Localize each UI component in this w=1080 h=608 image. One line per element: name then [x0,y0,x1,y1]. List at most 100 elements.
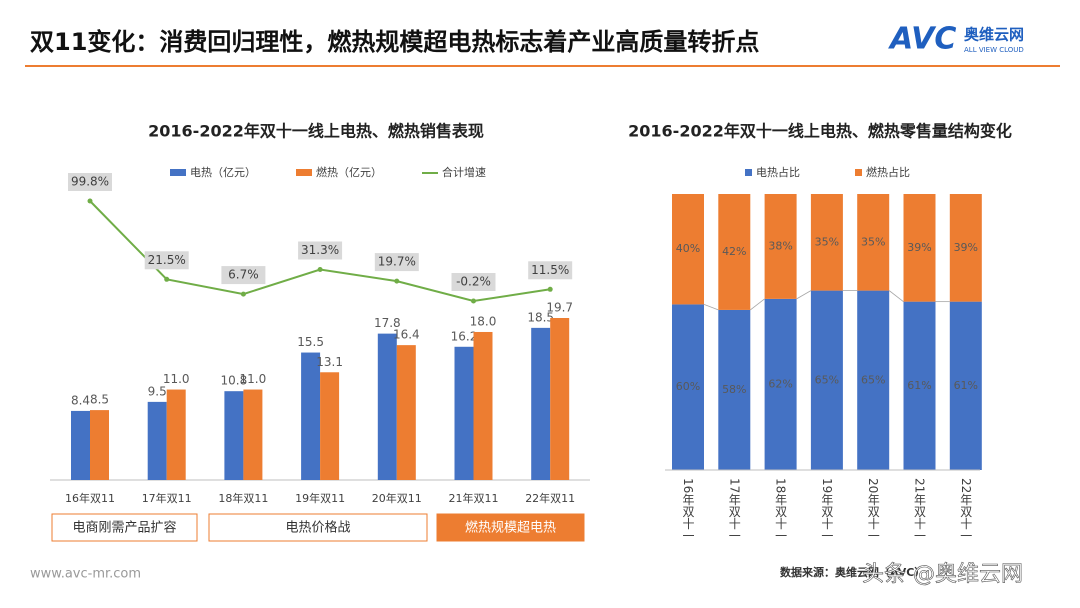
phase-label: 电商刚需产品扩容 [72,520,176,536]
series-connector [796,290,812,300]
watermark: 头条 @奥维云网 [862,562,1023,587]
line-point [164,276,170,282]
data-label: 19.7 [546,301,573,315]
data-label: 15.5 [297,335,324,349]
data-label: 16.4 [393,328,420,342]
label-box [374,253,419,272]
legend-label: 电热（亿元） [190,166,256,179]
data-label: 65% [861,373,885,386]
bar-segment [903,301,936,470]
data-label: 11.0 [240,372,267,386]
line-point [471,298,476,304]
website: www.avc-mr.com [30,567,141,582]
chart-title: 2016-2022年双十一线上电热、燃热销售表现 [148,122,484,141]
legend-swatch [170,169,186,176]
bar [147,401,167,480]
phase-box [208,513,428,542]
bar [396,345,416,480]
data-label: 21.5% [148,253,186,267]
data-label: 8.5 [90,393,109,407]
bar-segment [949,194,982,302]
line-point [317,267,323,272]
bar [224,391,244,480]
x-tick-label: 19年双十一 [820,478,834,541]
data-label: 99.8% [71,175,109,189]
bar-segment [810,194,843,291]
bar [166,389,186,480]
slide-title: 双11变化：消费回归理性，燃热规模超电热标志着产业高质量转折点 [30,28,759,56]
data-label: 19.7% [378,255,416,269]
data-label: 61% [907,379,931,392]
label-box [451,273,496,291]
label-box [221,266,266,285]
data-label: 17.8 [374,316,401,330]
data-label: 9.5 [148,384,167,398]
bar [90,410,109,480]
label-box [298,241,343,260]
line-point [394,278,400,284]
data-label: 18.0 [470,314,497,328]
bar-segment [672,304,704,470]
phase-label: 电热价格战 [285,520,350,536]
bar [71,410,90,480]
x-tick-label: 22年双11 [525,491,575,505]
x-tick-label: 17年双11 [142,491,192,505]
bar [550,318,570,480]
brand: 奥维云网 [964,26,1024,44]
data-label: 13.1 [316,355,343,369]
data-label: 61% [954,379,978,392]
data-label: 62% [768,377,792,390]
data-label: 11.5% [531,263,569,277]
legend-swatch [745,169,752,176]
data-label: 35% [815,235,839,248]
bar-segment [718,194,751,310]
line-point [87,198,93,204]
series-connector [750,298,765,311]
data-label: 38% [768,239,792,252]
bar-segment [764,298,797,470]
bar [531,327,551,480]
x-tick-label: 21年双11 [449,491,499,505]
bar-segment [718,309,751,470]
x-tick-label: 21年双十一 [913,478,927,541]
bar [377,333,397,480]
data-label: 10.8 [221,374,248,388]
data-label: 8.4 [71,393,90,407]
data-label: 6.7% [228,268,259,282]
phase-box [51,513,198,542]
data-label: 65% [815,373,839,386]
series-connector [703,304,719,311]
x-tick-label: 19年双11 [295,491,345,505]
data-label: -0.2% [456,275,491,289]
label-box [144,251,189,270]
data-label: 60% [676,380,700,393]
chart-title: 2016-2022年双十一线上电热、燃热零售量结构变化 [628,122,1012,141]
bar [243,389,263,480]
bar-segment [857,290,890,470]
bar-segment [810,290,843,470]
legend-label: 合计增速 [442,165,486,179]
logo: AVC [888,22,956,57]
bar-segment [672,194,704,305]
data-label: 35% [861,235,885,248]
source: 数据来源：奥维云网（AVC） [780,565,925,579]
bar [320,372,340,480]
bar-segment [857,194,890,291]
label-box [68,173,112,191]
data-label: 11.0 [163,372,190,386]
bar [454,346,474,480]
data-label: 39% [954,241,978,254]
brand-en: ALL VIEW CLOUD [964,46,1024,54]
bar-segment [949,301,982,470]
bar [301,352,321,480]
data-label: 40% [676,242,700,255]
legend-swatch [855,169,862,176]
bar [473,331,493,480]
x-tick-label: 18年双11 [218,491,268,505]
x-tick-label: 20年双十一 [866,478,880,541]
data-label: 16.2 [451,329,478,343]
legend-label: 电热占比 [756,165,800,179]
x-tick-label: 16年双11 [65,491,115,505]
bar-segment [764,194,797,299]
